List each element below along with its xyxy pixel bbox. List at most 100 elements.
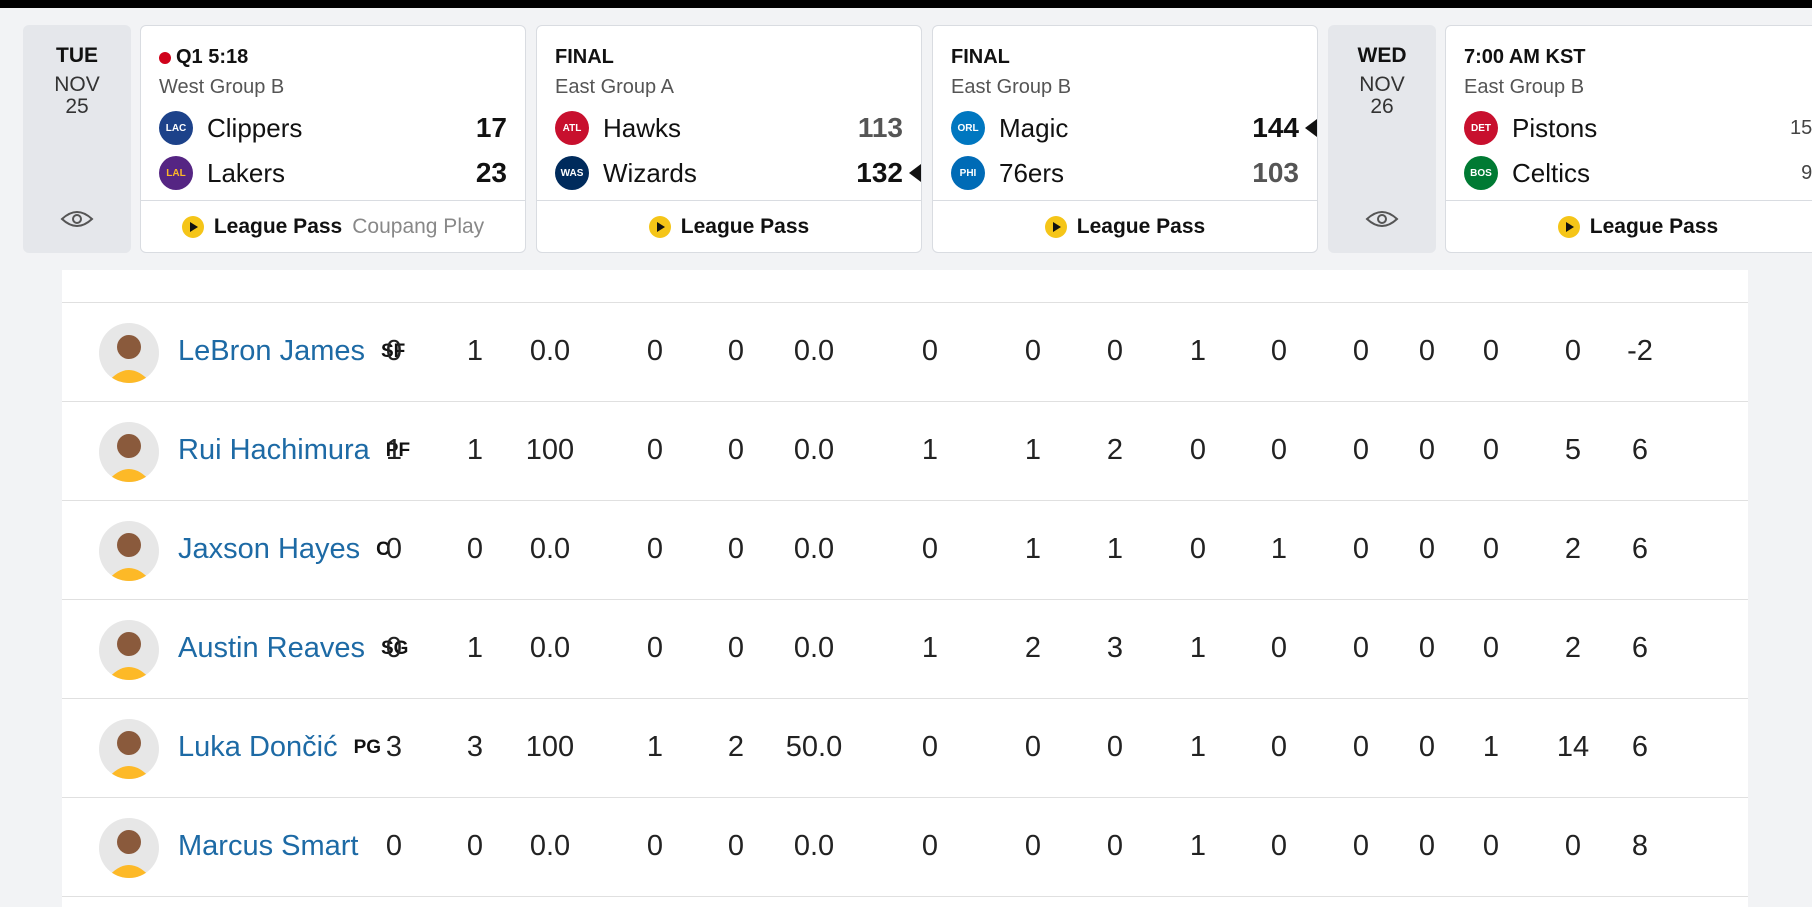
player-position: C <box>376 539 390 560</box>
stat-cell: 0 <box>1564 335 1582 367</box>
stat-cell: 0 <box>727 632 745 664</box>
game-group: West Group B <box>159 76 285 98</box>
stat-cell: 0.0 <box>529 335 571 367</box>
stat-cell: 0 <box>1270 830 1288 862</box>
league-pass-label: League Pass <box>680 214 810 238</box>
player-name-link[interactable]: Marcus Smart <box>178 830 374 863</box>
team-name: Pistons <box>1512 112 1598 143</box>
game-group: East Group B <box>951 76 1072 98</box>
player-name[interactable]: Austin Reaves <box>178 632 365 664</box>
stat-cell: 0 <box>1189 434 1207 466</box>
stat-cell: 0.0 <box>529 632 571 664</box>
broadcast-footer[interactable]: League Pass <box>1446 200 1812 252</box>
eye-icon[interactable] <box>60 209 94 229</box>
stat-cell: 0 <box>1106 335 1124 367</box>
stat-cell: 0 <box>1418 335 1436 367</box>
stat-cell: 100 <box>525 731 575 763</box>
eye-icon[interactable] <box>1365 209 1399 229</box>
player-name-link[interactable]: Austin Reaves SG <box>178 632 408 665</box>
stat-cell: 1 <box>1106 533 1124 565</box>
winner-arrow-icon <box>909 164 921 182</box>
stat-cell: 0 <box>1418 830 1436 862</box>
game-card-pistons-celtics[interactable]: 7:00 AM KST East Group B DET Pistons 15-… <box>1445 25 1812 253</box>
stat-cell: 0 <box>1418 731 1436 763</box>
team-name: Clippers <box>207 112 303 143</box>
date-dow: TUE <box>56 44 98 67</box>
player-headshot[interactable] <box>99 323 159 383</box>
stat-cell: 1 <box>1024 533 1042 565</box>
broadcast-footer[interactable]: League Pass <box>933 200 1317 252</box>
player-name-link[interactable]: Luka Dončić PG <box>178 731 381 764</box>
stat-cell: 1 <box>1024 434 1042 466</box>
player-headshot[interactable] <box>99 521 159 581</box>
stat-cell: 0 <box>1482 830 1500 862</box>
team-score: 17 <box>475 112 507 143</box>
stat-cell: 1 <box>466 335 484 367</box>
broadcast-footer[interactable]: League Pass <box>537 200 921 252</box>
game-card-magic-76ers[interactable]: FINAL East Group B ORL Magic 144 PHI 76e… <box>932 25 1318 253</box>
stat-cell: 0 <box>646 434 664 466</box>
stat-cell: 1 <box>385 434 403 466</box>
stat-cell: 3 <box>385 731 403 763</box>
76ers-logo-icon: PHI <box>951 156 985 190</box>
stat-cell: 6 <box>1631 434 1649 466</box>
date-card-wed[interactable]: WED NOV 26 <box>1328 25 1436 253</box>
stat-cell: 0.0 <box>529 533 571 565</box>
stat-cell: 0 <box>1024 335 1042 367</box>
player-name[interactable]: Jaxson Hayes <box>178 533 361 565</box>
date-dow: WED <box>1357 44 1407 67</box>
game-status: FINAL <box>555 46 614 68</box>
stat-cell: 0 <box>1270 632 1288 664</box>
player-name[interactable]: LeBron James <box>178 335 365 367</box>
team-name: Lakers <box>207 157 286 188</box>
player-headshot[interactable] <box>99 818 159 878</box>
game-status: 7:00 AM KST <box>1464 46 1586 68</box>
player-headshot[interactable] <box>99 422 159 482</box>
team-name: Hawks <box>603 112 682 143</box>
stat-cell: 0 <box>1482 632 1500 664</box>
stat-cell: 0 <box>727 533 745 565</box>
player-headshot[interactable] <box>99 620 159 680</box>
stat-cell: 0 <box>1270 731 1288 763</box>
team-name: Magic <box>999 112 1069 143</box>
stat-cell: 0 <box>1482 434 1500 466</box>
play-icon <box>648 215 671 238</box>
stat-cell: 2 <box>1106 434 1124 466</box>
clippers-logo-icon: LAC <box>159 111 193 145</box>
player-name-link[interactable]: LeBron James SF <box>178 335 405 368</box>
game-card-clippers-lakers[interactable]: Q1 5:18 West Group B LAC Clippers 17 LAL… <box>140 25 526 253</box>
stat-cell: -2 <box>1627 335 1653 367</box>
player-name-link[interactable]: Jaxson Hayes C <box>178 533 390 566</box>
team-score: 132 <box>856 157 903 188</box>
team-record: 15-2 (2- <box>1789 116 1812 139</box>
date-day: 25 <box>65 95 89 118</box>
date-card-tue[interactable]: TUE NOV 25 <box>23 25 131 253</box>
magic-logo-icon: ORL <box>951 111 985 145</box>
stat-cell: 3 <box>466 731 484 763</box>
player-name[interactable]: Marcus Smart <box>178 830 359 862</box>
stat-cell: 1 <box>921 434 939 466</box>
team-record: 9-8 (1- <box>1801 161 1812 184</box>
stat-cell: 0 <box>646 335 664 367</box>
broadcast-footer[interactable]: League Pass Coupang Play <box>141 200 525 252</box>
game-card-hawks-wizards[interactable]: FINAL East Group A ATL Hawks 113 WAS Wiz… <box>536 25 922 253</box>
stat-cell: 0.0 <box>793 335 835 367</box>
league-pass-label: League Pass <box>1589 214 1719 238</box>
stat-cell: 14 <box>1556 731 1590 763</box>
player-name[interactable]: Rui Hachimura <box>178 434 370 466</box>
coupang-play-label: Coupang Play <box>352 214 485 238</box>
player-name[interactable]: Luka Dončić <box>178 731 338 763</box>
player-position: PF <box>385 440 411 461</box>
player-headshot[interactable] <box>99 719 159 779</box>
player-name-link[interactable]: Rui Hachimura PF <box>178 434 410 467</box>
stat-cell: 5 <box>1564 434 1582 466</box>
stat-cell: 0 <box>646 830 664 862</box>
play-icon <box>181 215 204 238</box>
team-score: 144 <box>1252 112 1299 143</box>
scoreboard-strip: TUE NOV 25 Q1 5:18 West Group B LAC Clip… <box>0 8 1812 258</box>
team-name: Celtics <box>1512 157 1591 188</box>
game-group: East Group A <box>555 76 674 98</box>
stat-cell: 0 <box>1270 335 1288 367</box>
stat-cell: 8 <box>1631 830 1649 862</box>
stat-cell: 0 <box>727 434 745 466</box>
